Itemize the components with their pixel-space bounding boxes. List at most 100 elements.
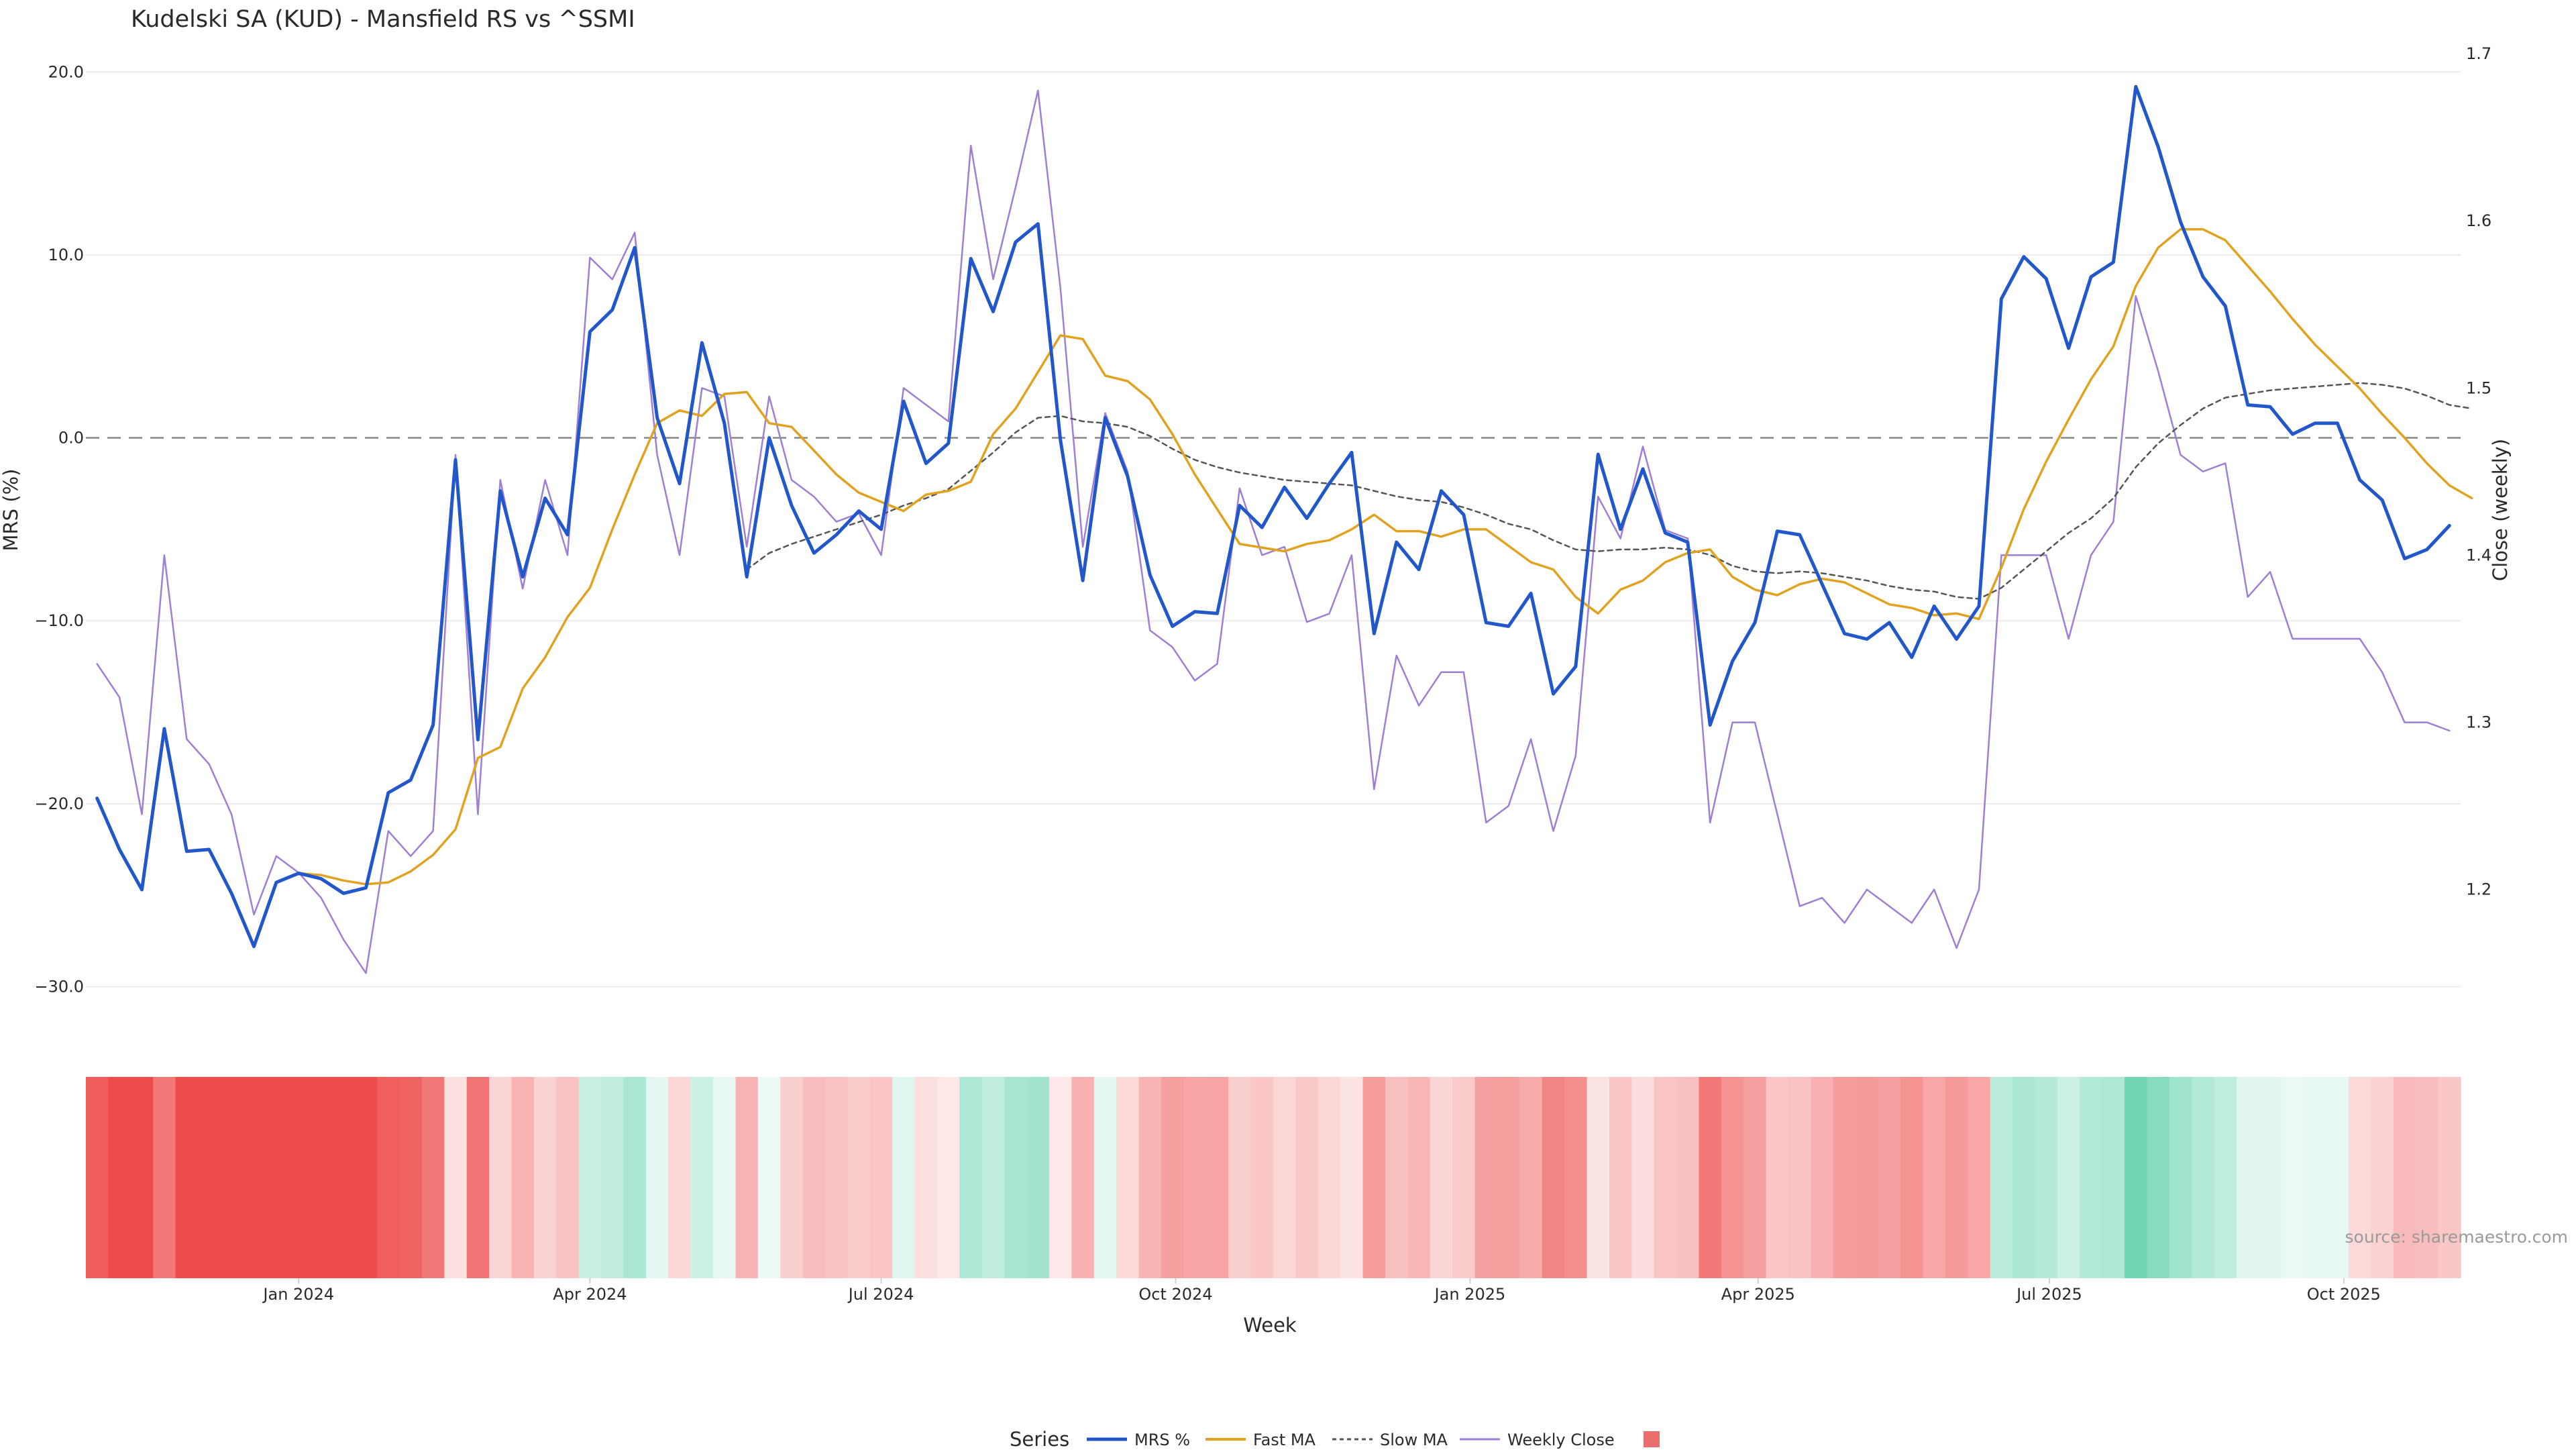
y2-tick-label: 1.3	[2466, 713, 2491, 732]
heat-cell	[1968, 1077, 1991, 1278]
heat-cell	[847, 1077, 871, 1278]
y-tick-label: 10.0	[48, 246, 84, 264]
x-tick-label: Oct 2024	[1138, 1285, 1212, 1304]
heat-cell	[1250, 1077, 1274, 1278]
legend-item-weekly-close[interactable]: Weekly Close	[1460, 1431, 1615, 1449]
y2-tick-label: 1.5	[2466, 378, 2491, 397]
heat-cell	[1407, 1077, 1431, 1278]
heat-cell	[981, 1077, 1005, 1278]
heat-cell	[578, 1077, 602, 1278]
heat-cell	[757, 1077, 781, 1278]
heat-cell	[2214, 1077, 2237, 1278]
x-tick-label: Jul 2024	[847, 1285, 914, 1304]
legend-item-heat[interactable]	[1644, 1431, 1660, 1447]
heat-cell	[130, 1077, 154, 1278]
y-tick-label: 0.0	[58, 429, 84, 448]
legend-label-fast-ma: Fast MA	[1253, 1431, 1316, 1449]
heat-cell	[802, 1077, 826, 1278]
heatmap-strip	[86, 1077, 2461, 1278]
heat-cell	[1990, 1077, 2013, 1278]
heat-cell	[1273, 1077, 1296, 1278]
heat-cell	[175, 1077, 199, 1278]
y2-tick-label: 1.6	[2466, 211, 2491, 230]
heat-cell	[287, 1077, 311, 1278]
heat-cell	[1766, 1077, 1789, 1278]
heat-cell	[1318, 1077, 1341, 1278]
heat-cell	[1699, 1077, 1722, 1278]
heat-cell	[1452, 1077, 1476, 1278]
series-lines	[95, 85, 2473, 974]
heat-cell	[1295, 1077, 1319, 1278]
heat-cell	[108, 1077, 131, 1278]
heat-cell	[1519, 1077, 1543, 1278]
heat-cell	[2304, 1077, 2327, 1278]
heat-cell	[354, 1077, 378, 1278]
heat-cell	[265, 1077, 288, 1278]
legend-label-weekly-close: Weekly Close	[1507, 1431, 1615, 1449]
legend-label-slow-ma: Slow MA	[1380, 1431, 1448, 1449]
x-tick-label: Jan 2025	[1434, 1285, 1506, 1304]
y-tick-label: 20.0	[48, 62, 84, 81]
heat-cell	[489, 1077, 513, 1278]
grid-lines	[86, 71, 2461, 988]
heat-cell	[2080, 1077, 2103, 1278]
heat-cell	[1811, 1077, 1834, 1278]
x-axis-title: Week	[1243, 1314, 1297, 1337]
heat-cell	[959, 1077, 983, 1278]
heat-cell	[937, 1077, 961, 1278]
heat-cell	[1093, 1077, 1117, 1278]
legend-item-slow-ma[interactable]: Slow MA	[1332, 1431, 1448, 1449]
heat-cell	[2393, 1077, 2416, 1278]
heat-cell	[2102, 1077, 2125, 1278]
heat-cell	[1542, 1077, 1565, 1278]
legend-label-mrs: MRS %	[1134, 1431, 1190, 1449]
heat-cell	[2147, 1077, 2170, 1278]
y-axis-left: 20.0 10.0 0.0 −10.0 −20.0 −30.0	[34, 62, 84, 996]
heat-cell	[399, 1077, 423, 1278]
heat-cell	[2326, 1077, 2349, 1278]
heat-cell	[86, 1077, 109, 1278]
heat-cell	[2237, 1077, 2260, 1278]
heat-cell	[444, 1077, 468, 1278]
series-line-close	[96, 89, 2451, 974]
heat-cell	[1788, 1077, 1812, 1278]
x-tick-label: Oct 2025	[2307, 1285, 2381, 1304]
heat-cell	[1900, 1077, 1924, 1278]
y2-tick-label: 1.2	[2466, 880, 2491, 899]
heat-cell	[556, 1077, 580, 1278]
x-axis: Jan 2024 Apr 2024 Jul 2024 Oct 2024 Jan 2025…	[262, 1278, 2381, 1304]
chart-title: Kudelski SA (KUD) - Mansfield RS vs ^SSM…	[131, 6, 635, 33]
legend-item-fast-ma[interactable]: Fast MA	[1205, 1431, 1316, 1449]
heat-cell	[2349, 1077, 2372, 1278]
heat-cell	[1878, 1077, 1901, 1278]
heat-cell	[1497, 1077, 1520, 1278]
heat-cell	[1116, 1077, 1140, 1278]
heat-cell	[1430, 1077, 1453, 1278]
heat-cell	[220, 1077, 244, 1278]
heat-cell	[153, 1077, 176, 1278]
heat-cell	[2371, 1077, 2394, 1278]
heat-cell	[242, 1077, 266, 1278]
heat-cell	[2035, 1077, 2058, 1278]
legend-item-mrs[interactable]: MRS %	[1087, 1431, 1190, 1449]
heat-cell	[1945, 1077, 1968, 1278]
heat-cell	[466, 1077, 490, 1278]
y2-tick-label: 1.7	[2466, 44, 2491, 63]
heat-cell	[1183, 1077, 1207, 1278]
heat-cell	[1138, 1077, 1162, 1278]
x-tick-label: Jan 2024	[262, 1285, 334, 1304]
heat-cell	[1474, 1077, 1498, 1278]
heat-cell	[2259, 1077, 2282, 1278]
heat-cell	[668, 1077, 692, 1278]
heat-cell	[623, 1077, 647, 1278]
heat-cell	[1676, 1077, 1700, 1278]
heat-cell	[1362, 1077, 1386, 1278]
legend-swatch-heat	[1644, 1431, 1660, 1447]
heat-cell	[601, 1077, 625, 1278]
heat-cell	[1049, 1077, 1073, 1278]
heat-cell	[713, 1077, 737, 1278]
heat-cell	[2125, 1077, 2148, 1278]
y-tick-label: −20.0	[34, 794, 84, 813]
